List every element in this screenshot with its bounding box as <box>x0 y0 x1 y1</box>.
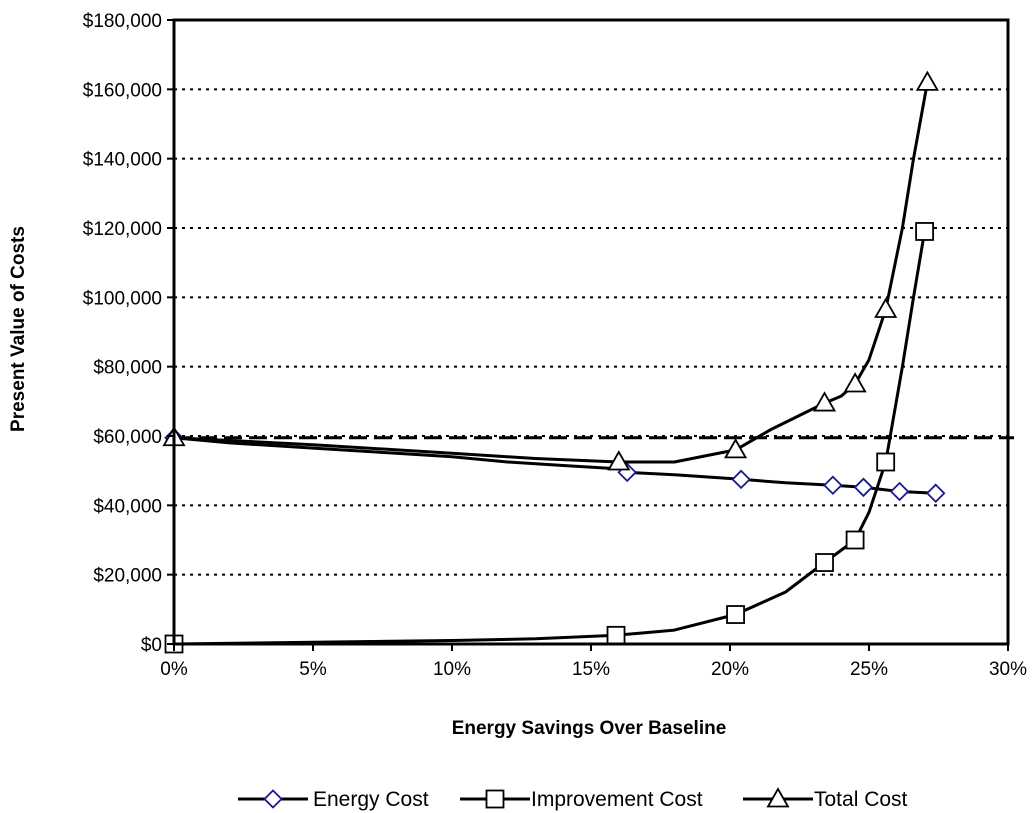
x-tick-label: 15% <box>572 659 610 680</box>
total-cost-line <box>173 82 929 464</box>
energy-cost-point <box>889 481 910 502</box>
energy-cost-point <box>925 483 946 503</box>
energy-cost-point <box>853 477 874 498</box>
y-tick-label: $160,000 <box>83 80 162 101</box>
legend-item-improvement-cost: Improvement Cost <box>460 788 703 811</box>
y-tick-label: $60,000 <box>93 427 162 448</box>
legend-label: Energy Cost <box>313 788 429 811</box>
x-tick-label: 10% <box>433 659 471 680</box>
improvement-cost-line <box>173 231 927 646</box>
legend-item-energy-cost: Energy Cost <box>238 788 429 811</box>
legend-label: Total Cost <box>814 788 908 811</box>
total-cost-point <box>874 297 898 318</box>
total-cost-point <box>843 372 867 393</box>
y-tick-label: $140,000 <box>83 150 162 171</box>
y-tick-label: $80,000 <box>93 358 162 379</box>
total-cost-series <box>162 70 939 471</box>
total-cost-point <box>607 450 631 471</box>
x-tick-label: 20% <box>711 659 749 680</box>
y-tick-label: $20,000 <box>93 566 162 587</box>
improvement-cost-point <box>606 625 626 645</box>
y-tick-label: $120,000 <box>83 219 162 240</box>
legend-marker <box>766 787 790 808</box>
legend-marker <box>263 789 283 809</box>
improvement-cost-point <box>726 605 745 624</box>
total-cost-point <box>915 70 939 91</box>
energy-cost-line <box>173 436 936 495</box>
improvement-cost-point <box>845 530 865 550</box>
x-axis-title: Energy Savings Over Baseline <box>452 718 727 739</box>
legend-item-total-cost: Total Cost <box>743 787 908 811</box>
x-axis-ticks: 0% 5% 10% 15% 20% 25% 30% <box>160 644 1027 680</box>
legend-label: Improvement Cost <box>531 788 703 811</box>
energy-cost-series <box>164 427 946 503</box>
improvement-cost-point <box>815 553 834 572</box>
legend: Energy Cost Improvement Cost Total Cost <box>238 787 908 811</box>
x-tick-label: 30% <box>989 659 1027 680</box>
y-tick-label: $180,000 <box>83 11 162 32</box>
series-group <box>162 70 946 654</box>
total-cost-point <box>724 438 748 459</box>
energy-cost-point <box>731 469 751 490</box>
y-tick-label: $100,000 <box>83 288 162 309</box>
gridlines <box>174 88 1008 576</box>
x-tick-label: 0% <box>160 659 188 680</box>
y-tick-label: $40,000 <box>93 496 162 517</box>
y-axis-ticks: $0 $20,000 $40,000 $60,000 $80,000 $100,000 $1… <box>83 11 174 656</box>
plot-area-frame <box>172 18 1010 646</box>
improvement-cost-point <box>876 452 896 472</box>
improvement-cost-point <box>915 222 934 241</box>
y-tick-label: $0 <box>141 635 162 656</box>
y-axis-title: Present Value of Costs <box>8 226 29 432</box>
total-cost-point <box>812 391 837 412</box>
legend-marker <box>485 789 505 809</box>
x-tick-label: 5% <box>299 659 327 680</box>
energy-cost-point <box>823 475 843 495</box>
x-tick-label: 25% <box>850 659 888 680</box>
